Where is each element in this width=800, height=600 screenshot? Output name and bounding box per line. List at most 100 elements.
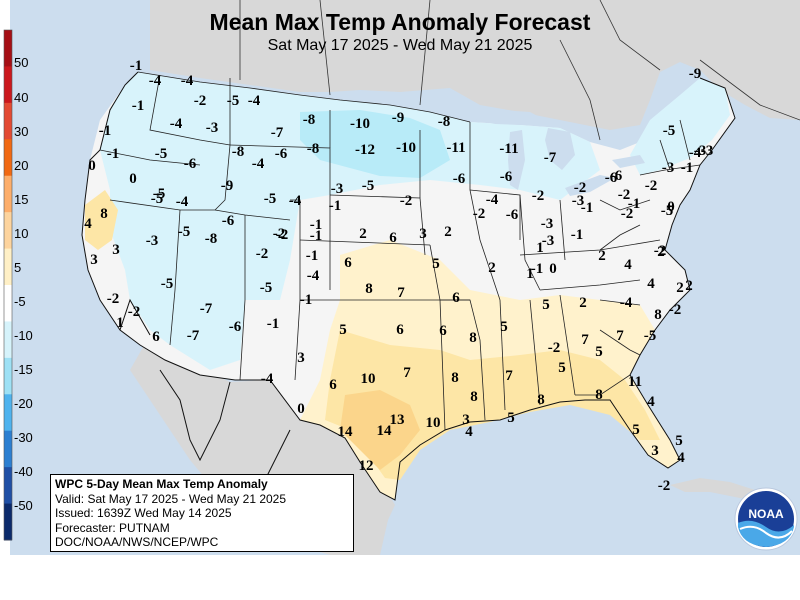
anomaly-value-label: -6 (222, 213, 235, 229)
anomaly-value-label: 6 (152, 329, 160, 345)
lake-erie (565, 175, 615, 196)
color-scale-bar: 50 40 30 20 15 10 5 -5 -10 -15 -20 -30 -40 -50 (3, 29, 33, 541)
noaa-logo: NOAA (734, 487, 798, 551)
date-range-subtitle: Sat May 17 2025 - Wed May 21 2025 (267, 37, 533, 54)
anomaly-value-label: -4 (261, 371, 274, 387)
anomaly-value-label: -1 (267, 316, 280, 332)
anomaly-value-label: -2 (256, 246, 269, 262)
anomaly-value-label: -4 (176, 194, 189, 210)
anomaly-value-label: 4 (677, 450, 685, 466)
anomaly-value-label: -6 (506, 207, 519, 223)
foreign-borders (239, 0, 800, 141)
info-heading: WPC 5-Day Mean Max Temp Anomaly (55, 477, 268, 491)
anomaly-value-label: -6 (605, 170, 618, 186)
anomaly-value-label: -4 (181, 73, 194, 89)
anomaly-value-label: 5 (432, 256, 440, 272)
anomaly-value-label: -10 (396, 140, 416, 156)
anomaly-value-label: 2 (359, 226, 367, 242)
anomaly-value-label: -11 (499, 141, 518, 157)
info-forecaster: Forecaster: PUTNAM (55, 520, 170, 535)
scale-tick-label: 40 (14, 90, 28, 105)
scale-tick-label: 5 (14, 260, 21, 275)
scale-swatch (4, 357, 12, 395)
scale-border (3, 29, 13, 541)
anomaly-value-label: -3 (662, 160, 675, 176)
anomaly-value-label: 2 (676, 280, 684, 296)
anomaly-value-label: -1 (329, 198, 342, 214)
scale-swatch (4, 503, 12, 541)
anomaly-value-label: -2 (645, 178, 658, 194)
anomaly-value-label: -2 (658, 478, 671, 494)
anomaly-value-label: -2 (574, 180, 587, 196)
anomaly-value-label: -6 (500, 169, 513, 185)
anomaly-value-label: -4 (620, 295, 633, 311)
anomaly-value-label: 4 (624, 257, 632, 273)
anomaly-value-label: 7 (397, 285, 405, 301)
anomaly-value-label: 6 (344, 255, 352, 271)
lake-ontario (612, 155, 645, 168)
anomaly-value-label: -4 (248, 93, 261, 109)
anomaly-value-label: 2 (657, 244, 665, 260)
scale-swatch (4, 394, 12, 432)
anomaly-value-label: -6 (229, 319, 242, 335)
anomaly-value-label: -3 (206, 120, 219, 136)
anomaly-value-label: 12 (359, 458, 374, 474)
anomaly-value-label: 0 (667, 199, 675, 215)
scale-swatch (4, 30, 12, 67)
anomaly-value-label: 7 (403, 365, 411, 381)
anomaly-value-label: 2 (598, 248, 606, 264)
anomaly-value-label: -2 (194, 93, 207, 109)
anomaly-value-label: -7 (271, 125, 284, 141)
anomaly-value-label: -5 (661, 203, 674, 219)
anomaly-value-label: -8 (438, 114, 451, 130)
anomaly-value-label: -2 (128, 304, 141, 320)
anomaly-value-label: -1 (531, 261, 544, 277)
scale-swatch (4, 66, 12, 104)
anomaly-value-label: 13 (390, 412, 405, 428)
anomaly-value-label: 3 (462, 412, 470, 428)
noaa-logo-text: NOAA (748, 507, 784, 521)
cool-mid-area (300, 110, 450, 178)
anomaly-value-label: -7 (200, 301, 213, 317)
state-borders (99, 71, 701, 431)
anomaly-value-label: -10 (350, 116, 370, 132)
anomaly-value-label: -4 (486, 192, 499, 208)
anomaly-value-label: 3 (419, 226, 427, 242)
anomaly-value-label: 4 (465, 424, 473, 440)
anomaly-value-label: 6 (439, 323, 447, 339)
anomaly-value-label: 7 (616, 328, 624, 344)
anomaly-value-label: -3 (542, 233, 555, 249)
anomaly-value-label: 1 (116, 315, 124, 331)
scale-swatch (4, 175, 12, 213)
scale-swatch (4, 467, 12, 505)
anomaly-value-label: 3 (297, 350, 305, 366)
scale-tick-label: -30 (14, 430, 33, 445)
anomaly-value-label: -6 (610, 168, 623, 184)
anomaly-value-label: -2 (107, 291, 120, 307)
anomaly-value-label: -7 (187, 328, 200, 344)
scale-swatch (4, 321, 12, 359)
anomaly-value-label: -1 (628, 196, 641, 212)
anomaly-value-label: -9 (689, 66, 702, 82)
anomaly-value-label: -8 (307, 141, 320, 157)
anomaly-value-label: 5 (558, 360, 566, 376)
anomaly-value-label: 3 (90, 252, 98, 268)
anomaly-value-label: -5 (663, 123, 676, 139)
anomaly-value-label: -1 (681, 160, 694, 176)
scale-swatch (4, 139, 12, 177)
info-issued: Issued: 1639Z Wed May 14 2025 (55, 506, 232, 520)
cool-ne-area (630, 78, 730, 175)
anomaly-value-label: -3 (701, 143, 714, 159)
anomaly-value-label: 2 (579, 295, 587, 311)
scale-tick-label: -10 (14, 328, 33, 343)
anomaly-value-label: -7 (544, 150, 557, 166)
anomaly-value-label: -2 (276, 227, 289, 243)
scale-swatch (4, 212, 12, 250)
anomaly-value-label: 0 (88, 158, 96, 174)
anomaly-value-label: -3 (146, 233, 159, 249)
anomaly-value-label: -3 (331, 181, 344, 197)
anomaly-value-label: 6 (452, 290, 460, 306)
scale-tick-label: -40 (14, 464, 33, 479)
warm-high-area (340, 390, 420, 470)
anomaly-value-label: -5 (178, 224, 191, 240)
